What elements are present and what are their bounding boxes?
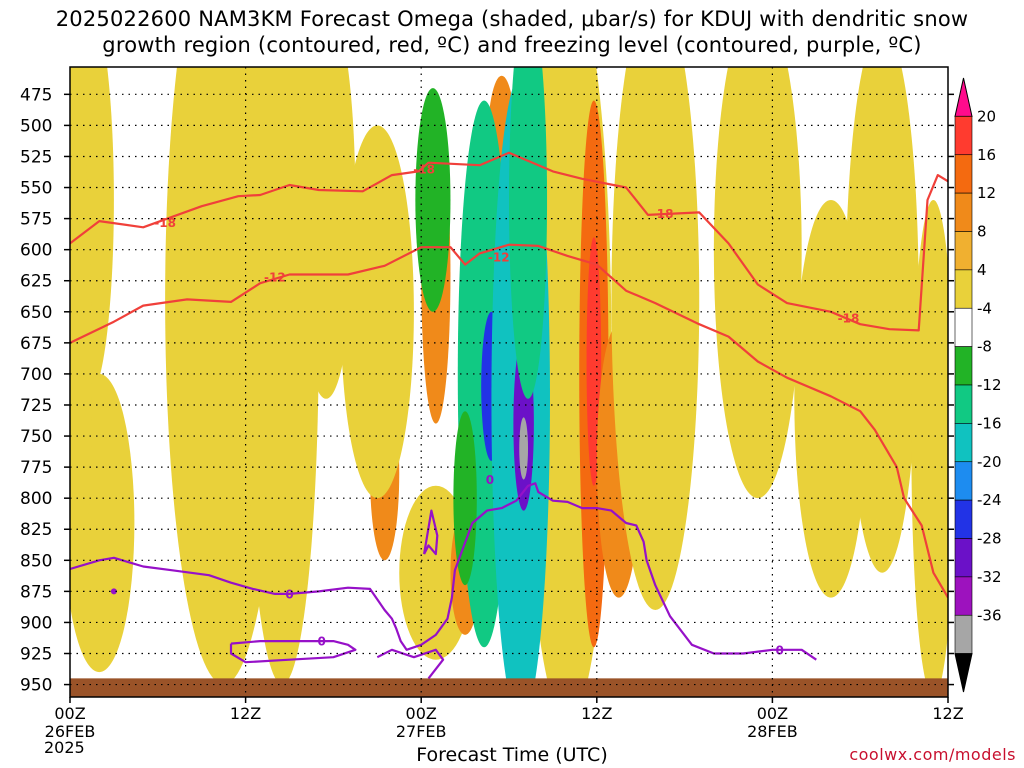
colorbar-label: -8: [977, 338, 992, 356]
y-tick-label: 750: [20, 427, 52, 447]
y-tick-label: 775: [20, 458, 52, 478]
omega-shade-17: [713, 67, 802, 499]
contour-label: -12: [488, 251, 510, 265]
x-tick-label: 12Z: [581, 704, 612, 723]
colorbar-label: 8: [977, 223, 987, 241]
omega-shade-5: [296, 67, 356, 399]
contour-label: 0: [285, 587, 293, 601]
dgz-contour-1: [70, 243, 948, 599]
y-tick-label: 575: [20, 210, 52, 230]
x-tick-label: 00Z: [406, 704, 437, 723]
omega-neg-shade-0: [415, 88, 451, 312]
y-tick-label: 700: [20, 365, 52, 385]
y-tick-label: 675: [20, 334, 52, 354]
chart-title-line-1: 2025022600 NAM3KM Forecast Omega (shaded…: [55, 7, 969, 31]
contour-label: -18: [838, 312, 860, 326]
colorbar-swatch: [954, 384, 973, 424]
credit-link[interactable]: coolwx.com/models: [849, 745, 1016, 764]
colorbar-swatch: [954, 192, 973, 232]
omega-shade-16: [611, 67, 700, 610]
colorbar-swatch: [954, 423, 973, 463]
y-tick-label: 850: [20, 551, 52, 571]
omega-shade-2: [70, 113, 92, 610]
contour-label: 0: [486, 473, 494, 487]
contour-label: -18: [413, 162, 435, 176]
colorbar-label: 16: [977, 146, 996, 164]
y-tick-label: 900: [20, 613, 52, 633]
contour-label: 0: [318, 635, 326, 649]
freezing-dot: [110, 588, 117, 595]
colorbar-label: -24: [977, 491, 1002, 509]
y-tick-label: 650: [20, 303, 52, 323]
colorbar-label: -4: [977, 299, 992, 317]
year-label: 2025: [44, 738, 85, 757]
colorbar-swatch: [954, 461, 973, 501]
colorbar-label: 4: [977, 261, 987, 279]
colorbar-label: -20: [977, 453, 1002, 471]
x-axis-title: Forecast Time (UTC): [416, 744, 608, 766]
chart-title-line-2: growth region (contoured, red, ºC) and f…: [102, 33, 922, 57]
colorbar-swatch: [954, 269, 973, 309]
colorbar-swatch: [954, 499, 973, 539]
contour-label: 0: [776, 643, 784, 657]
x-tick-label: 00Z: [757, 704, 788, 723]
colorbar-swatch: [954, 231, 973, 271]
plot-frame: [69, 66, 949, 698]
colorbar-label: -16: [977, 414, 1002, 432]
dgz-contour-0: [70, 151, 948, 332]
colorbar-top-triangle: [954, 77, 973, 117]
ground-fill: [70, 678, 948, 697]
plot-area: -18 -18 -18 -18 -12 -12 0 0 0 0: [70, 67, 948, 697]
freezing-contour-0: [70, 482, 817, 661]
omega-shade-19: [845, 67, 919, 573]
freezing-contour-3: [376, 648, 445, 680]
colorbar-swatch: [954, 346, 973, 386]
colorbar-bottom-triangle: [954, 653, 973, 693]
colorbar-label: -32: [977, 568, 1002, 586]
freezing-contour-1: [229, 640, 357, 664]
omega-shade-14: [586, 237, 602, 486]
colorbar-label: 12: [977, 184, 996, 202]
y-tick-label: 500: [20, 116, 52, 136]
colorbar-swatch: [954, 154, 973, 194]
x-tick-label: 12Z: [230, 704, 261, 723]
y-tick-label: 875: [20, 582, 52, 602]
y-tick-label: 725: [20, 396, 52, 416]
colorbar-label: 20: [977, 107, 996, 125]
omega-neg-shade-5: [519, 417, 529, 480]
x-tick-label: 12Z: [932, 704, 963, 723]
y-tick-label: 550: [20, 179, 52, 199]
y-tick-label: 950: [20, 676, 52, 696]
x-tick-sublabel: 26FEB: [45, 722, 96, 741]
contour-label: -12: [264, 271, 286, 285]
y-tick-label: 600: [20, 241, 52, 261]
y-tick-label: 925: [20, 645, 52, 665]
y-tick-label: 625: [20, 272, 52, 292]
omega-shade-20: [911, 200, 948, 697]
x-tick-sublabel: 28FEB: [747, 722, 798, 741]
colorbar-swatch: [954, 538, 973, 578]
colorbar-swatch: [954, 307, 973, 347]
y-tick-label: 800: [20, 489, 52, 509]
colorbar-swatch: [954, 576, 973, 616]
freezing-contour-2: [423, 509, 439, 556]
x-tick-sublabel: 27FEB: [396, 722, 447, 741]
colorbar-swatch: [954, 116, 973, 156]
omega-neg-shade-7: [453, 411, 477, 586]
colorbar-label: -12: [977, 376, 1002, 394]
y-tick-label: 825: [20, 520, 52, 540]
omega-neg-shade-6: [509, 67, 548, 399]
y-tick-label: 525: [20, 147, 52, 167]
colorbar-label: -36: [977, 606, 1002, 624]
contour-label: -18: [652, 207, 674, 221]
y-tick-label: 475: [20, 85, 52, 105]
colorbar-label: -28: [977, 530, 1002, 548]
x-tick-label: 00Z: [54, 704, 85, 723]
colorbar-swatch: [954, 614, 973, 654]
contour-label: -18: [154, 216, 176, 230]
